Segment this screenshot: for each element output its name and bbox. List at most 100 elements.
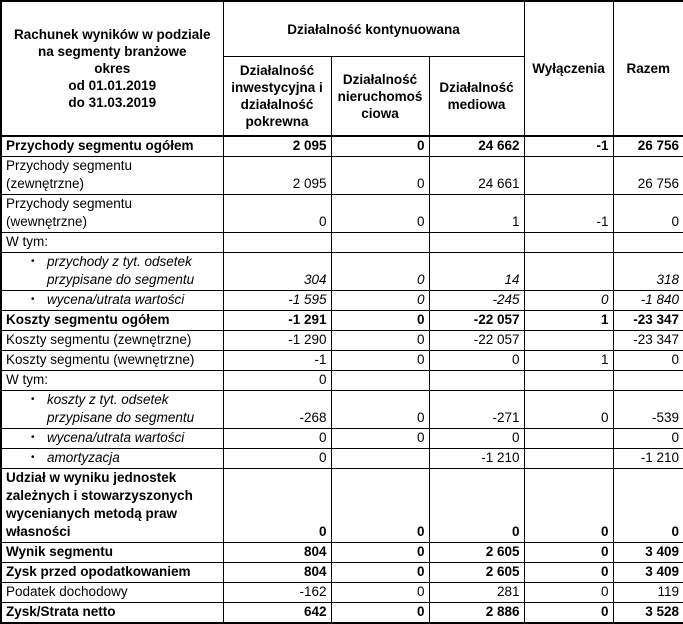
table-row: • wycena/utrata wartości 0 0 0 0 [0, 428, 683, 449]
cell-total-value: 26 756 [612, 156, 683, 195]
table-row: Wynik segmentu 804 0 2 605 0 3 409 [0, 542, 683, 563]
cell-investment-value: 804 [222, 542, 332, 563]
cell-total-value: 3 409 [612, 542, 683, 563]
col-header-investment-activity: Działalność inwestycyjna i działalność p… [222, 56, 332, 137]
row-label-text: Przychody segmentu (zewnętrzne) [6, 158, 133, 191]
cell-real-estate-value [330, 370, 430, 391]
cell-total-value: -23 347 [612, 330, 683, 351]
bullet-icon: • [31, 432, 35, 443]
cell-exclusions-value: -1 [523, 135, 614, 157]
cell-exclusions-value [523, 156, 614, 195]
cell-total-value: 26 756 [612, 135, 683, 157]
cell-investment-value: -1 290 [222, 330, 332, 351]
cell-real-estate-value: 0 [330, 562, 430, 583]
cell-investment-value: 0 [222, 448, 332, 469]
cell-exclusions-value [523, 428, 614, 449]
col-header-exclusions: Wyłączenia [523, 0, 614, 137]
bullet-icon: • [31, 256, 35, 267]
cell-investment-value: 804 [222, 562, 332, 583]
cell-real-estate-value: 0 [330, 468, 430, 543]
cell-media-value: 281 [428, 582, 525, 603]
row-label: Wynik segmentu [0, 542, 224, 563]
row-label-text: amortyzacja [47, 450, 120, 465]
cell-real-estate-value: 0 [330, 135, 430, 157]
bullet-icon: • [31, 394, 35, 405]
cell-total-value: -23 347 [612, 310, 683, 331]
row-label: Koszty segmentu (wewnętrzne) [0, 350, 224, 371]
col-header-total: Razem [612, 0, 683, 137]
cell-real-estate-value: 0 [330, 602, 430, 624]
row-label-text: W tym: [6, 234, 48, 249]
cell-real-estate-value: 0 [330, 582, 430, 603]
cell-total-value: 119 [612, 582, 683, 603]
table-row: • wycena/utrata wartości -1 595 0 -245 0 … [0, 290, 683, 311]
cell-total-value: -539 [612, 390, 683, 429]
row-axis-title-cell: Rachunek wyników w podziale na segmenty … [0, 0, 224, 137]
row-label-text: Wynik segmentu [6, 544, 114, 559]
cell-exclusions-value: 0 [523, 290, 614, 311]
cell-investment-value: 642 [222, 602, 332, 624]
cell-real-estate-value: 0 [330, 390, 430, 429]
cell-investment-value: 0 [222, 370, 332, 391]
row-label-text: Udział w wyniku jednostek zależnych i st… [6, 470, 193, 539]
row-label: • koszty z tyt. odsetek przypisane do seg… [0, 390, 224, 429]
cell-total-value [612, 370, 683, 391]
cell-total-value: 3 528 [612, 602, 683, 624]
cell-media-value: 0 [428, 468, 525, 543]
row-label-text: Przychody segmentu (wewnętrzne) [6, 196, 133, 229]
cell-investment-value: -268 [222, 390, 332, 429]
row-label: Przychody segmentu (wewnętrzne) [0, 194, 224, 233]
table-row: • amortyzacja 0 -1 210 -1 210 [0, 448, 683, 469]
row-label: Zysk przed opodatkowaniem [0, 562, 224, 583]
table-body: Przychody segmentu ogółem 2 095 0 24 662… [0, 135, 683, 624]
cell-investment-value: 304 [222, 252, 332, 291]
row-label: • wycena/utrata wartości [0, 290, 224, 311]
row-label: Przychody segmentu (zewnętrzne) [0, 156, 224, 195]
cell-investment-value: -1 291 [222, 310, 332, 331]
row-label: Udział w wyniku jednostek zależnych i st… [0, 468, 224, 543]
cell-exclusions-value: 0 [523, 582, 614, 603]
cell-real-estate-value [330, 232, 430, 253]
cell-media-value: 0 [428, 428, 525, 449]
table-row: Przychody segmentu ogółem 2 095 0 24 662… [0, 135, 683, 157]
row-label-text: Zysk przed opodatkowaniem [6, 564, 191, 579]
cell-real-estate-value: 0 [330, 542, 430, 563]
cell-media-value: 2 605 [428, 562, 525, 583]
cell-exclusions-value: 0 [523, 468, 614, 543]
cell-total-value: 0 [612, 350, 683, 371]
cell-total-value: 0 [612, 428, 683, 449]
cell-real-estate-value: 0 [330, 310, 430, 331]
cell-media-value: -1 210 [428, 448, 525, 469]
row-label: • amortyzacja [0, 448, 224, 469]
row-label: W tym: [0, 370, 224, 391]
bullet-icon: • [31, 294, 35, 305]
table-header: Rachunek wyników w podziale na segmenty … [0, 0, 683, 137]
row-label: Podatek dochodowy [0, 582, 224, 603]
table-row: Przychody segmentu (wewnętrzne) 0 0 1 -1… [0, 194, 683, 233]
bullet-icon: • [31, 452, 35, 463]
cell-media-value [428, 370, 525, 391]
cell-media-value: 24 661 [428, 156, 525, 195]
cell-total-value: -1 840 [612, 290, 683, 311]
cell-media-value: 2 605 [428, 542, 525, 563]
row-label-text: Koszty segmentu ogółem [6, 312, 170, 327]
cell-exclusions-value: 0 [523, 390, 614, 429]
cell-real-estate-value: 0 [330, 194, 430, 233]
cell-investment-value: 0 [222, 194, 332, 233]
cell-total-value [612, 232, 683, 253]
cell-media-value: 2 886 [428, 602, 525, 624]
cell-exclusions-value: 0 [523, 542, 614, 563]
cell-total-value: -1 210 [612, 448, 683, 469]
cell-real-estate-value: 0 [330, 252, 430, 291]
table-row: • koszty z tyt. odsetek przypisane do seg… [0, 390, 683, 429]
table-row: • przychody z tyt. odsetek przypisane do … [0, 252, 683, 291]
cell-media-value [428, 232, 525, 253]
row-label-text: wycena/utrata wartości [47, 430, 185, 445]
cell-media-value: -271 [428, 390, 525, 429]
row-label-text: Koszty segmentu (wewnętrzne) [6, 352, 195, 367]
row-label: Koszty segmentu ogółem [0, 310, 224, 331]
cell-media-value: 1 [428, 194, 525, 233]
cell-investment-value: 2 095 [222, 156, 332, 195]
cell-exclusions-value: 1 [523, 310, 614, 331]
cell-investment-value: 2 095 [222, 135, 332, 157]
